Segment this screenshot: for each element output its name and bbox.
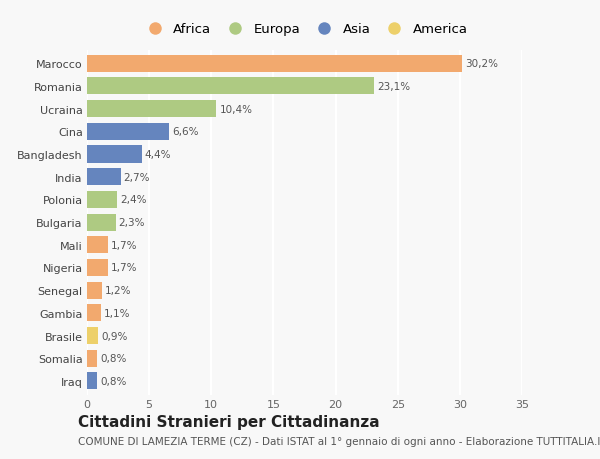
Text: 1,7%: 1,7%: [111, 240, 138, 250]
Bar: [87, 282, 102, 299]
Text: 30,2%: 30,2%: [466, 59, 499, 69]
Text: 2,4%: 2,4%: [120, 195, 146, 205]
Text: 2,3%: 2,3%: [119, 218, 145, 228]
Text: 1,7%: 1,7%: [111, 263, 138, 273]
Bar: [87, 169, 121, 186]
Bar: [87, 237, 108, 254]
Text: 23,1%: 23,1%: [377, 82, 410, 92]
Bar: [87, 123, 169, 140]
Bar: [87, 146, 142, 163]
Bar: [87, 327, 98, 344]
Text: 4,4%: 4,4%: [145, 150, 171, 160]
Bar: [87, 373, 97, 390]
Text: 6,6%: 6,6%: [172, 127, 199, 137]
Text: 0,8%: 0,8%: [100, 353, 127, 364]
Text: 0,9%: 0,9%: [101, 331, 128, 341]
Text: 1,1%: 1,1%: [104, 308, 130, 318]
Text: COMUNE DI LAMEZIA TERME (CZ) - Dati ISTAT al 1° gennaio di ogni anno - Elaborazi: COMUNE DI LAMEZIA TERME (CZ) - Dati ISTA…: [78, 437, 600, 446]
Text: 10,4%: 10,4%: [220, 104, 253, 114]
Bar: [87, 191, 117, 208]
Bar: [87, 259, 108, 276]
Bar: [87, 305, 101, 322]
Bar: [87, 101, 216, 118]
Legend: Africa, Europa, Asia, America: Africa, Europa, Asia, America: [137, 19, 472, 40]
Text: 1,2%: 1,2%: [105, 285, 131, 296]
Text: Cittadini Stranieri per Cittadinanza: Cittadini Stranieri per Cittadinanza: [78, 414, 380, 429]
Bar: [87, 214, 116, 231]
Bar: [87, 78, 374, 95]
Bar: [87, 350, 97, 367]
Bar: [87, 56, 463, 73]
Text: 0,8%: 0,8%: [100, 376, 127, 386]
Text: 2,7%: 2,7%: [124, 172, 150, 182]
